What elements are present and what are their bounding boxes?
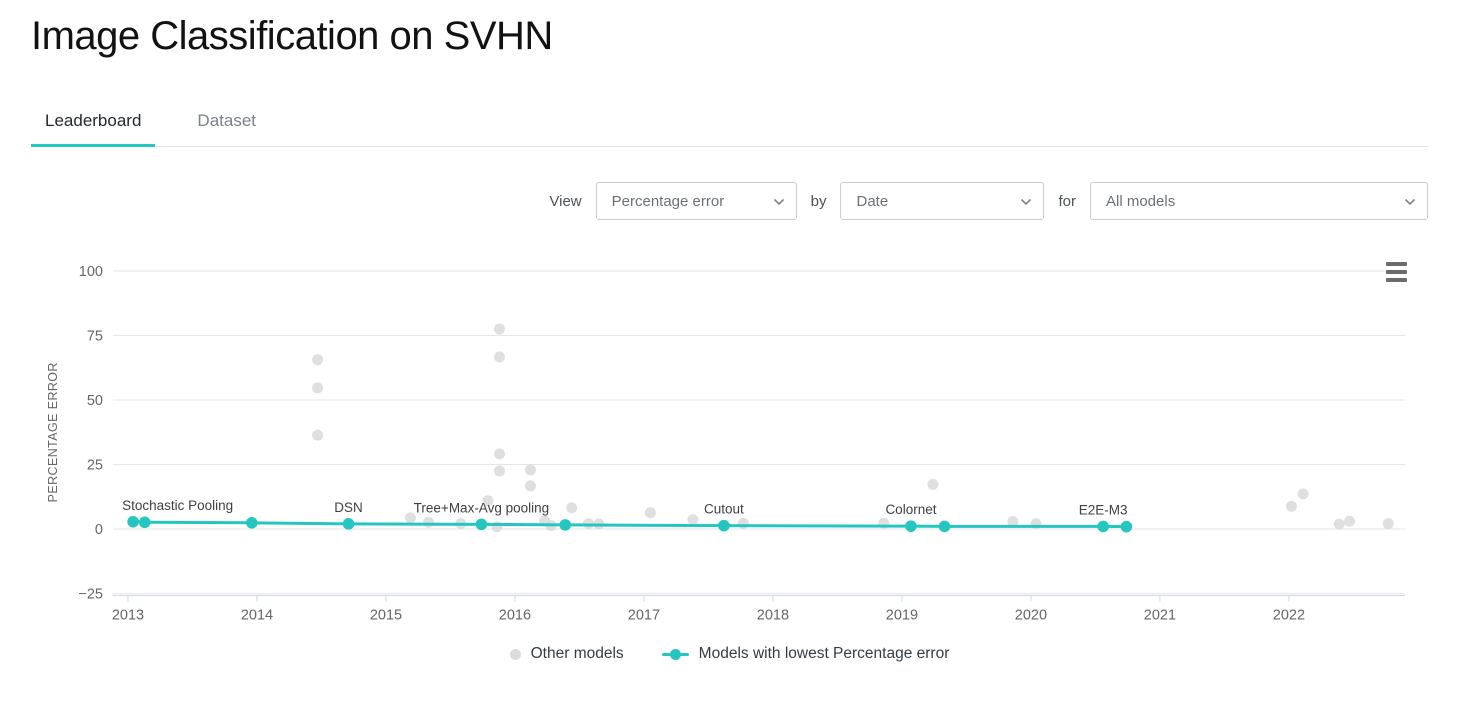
tabs: Leaderboard Dataset — [31, 101, 1428, 147]
lowest-model-point[interactable] — [342, 518, 355, 530]
teal-line-dot-icon — [661, 648, 689, 660]
lowest-error-line — [131, 520, 1128, 529]
other-model-point[interactable] — [1382, 518, 1394, 530]
other-model-point[interactable] — [524, 464, 536, 476]
other-model-point[interactable] — [493, 465, 505, 477]
lowest-model-point[interactable] — [938, 520, 951, 533]
other-model-point[interactable] — [524, 480, 536, 492]
hamburger-icon — [1386, 270, 1407, 274]
x-tick-label: 2017 — [628, 608, 660, 624]
y-tick-label: 100 — [79, 264, 103, 280]
y-tick-label: 0 — [95, 522, 103, 538]
group-by-select[interactable]: Date — [840, 182, 1045, 220]
chevron-down-icon — [1021, 198, 1032, 206]
other-model-point[interactable] — [566, 502, 578, 514]
x-tick-label: 2018 — [757, 608, 789, 624]
other-model-point[interactable] — [1285, 500, 1297, 512]
other-model-point[interactable] — [312, 382, 324, 394]
lowest-model-point[interactable] — [245, 517, 258, 529]
for-label: for — [1058, 192, 1076, 210]
metric-select-value: Percentage error — [611, 192, 725, 210]
x-tick-label: 2013 — [112, 608, 144, 624]
lowest-model-point[interactable] — [475, 518, 488, 531]
other-model-point[interactable] — [312, 354, 324, 366]
lowest-model-point[interactable] — [138, 516, 151, 529]
other-model-point[interactable] — [491, 521, 503, 533]
legend-lowest-error-label: Models with lowest Percentage error — [698, 645, 950, 662]
by-label: by — [810, 192, 827, 210]
x-tick-label: 2021 — [1144, 608, 1176, 624]
other-model-point[interactable] — [423, 516, 435, 528]
other-model-point[interactable] — [644, 507, 656, 519]
hamburger-icon — [1386, 262, 1407, 266]
model-annotation-label: Cutout — [704, 502, 744, 517]
x-tick-label: 2016 — [499, 608, 531, 624]
tab-dataset-label: Dataset — [197, 111, 257, 130]
view-label: View — [549, 192, 582, 210]
other-model-point[interactable] — [1297, 488, 1309, 500]
lowest-model-point[interactable] — [1097, 520, 1109, 533]
page-title: Image Classification on SVHN — [31, 14, 553, 58]
y-tick-label: 75 — [87, 329, 103, 345]
chart-legend: Other models Models with lowest Percenta… — [31, 645, 1428, 681]
model-annotation-label: Stochastic Pooling — [122, 498, 233, 513]
x-tick-label: 2019 — [886, 608, 918, 624]
other-model-point[interactable] — [404, 512, 416, 524]
hamburger-icon — [1386, 278, 1407, 282]
other-model-point[interactable] — [1344, 515, 1356, 527]
other-model-point[interactable] — [493, 351, 505, 363]
y-tick-label: 50 — [87, 393, 103, 409]
chart-controls: View Percentage error by Date for All mo… — [31, 182, 1428, 220]
group-by-select-value: Date — [856, 192, 889, 210]
x-tick-label: 2015 — [370, 608, 402, 624]
other-model-point[interactable] — [1333, 518, 1345, 530]
metric-select[interactable]: Percentage error — [595, 182, 797, 220]
lowest-model-point[interactable] — [127, 515, 139, 528]
tab-leaderboard[interactable]: Leaderboard — [31, 101, 156, 147]
other-model-point[interactable] — [493, 323, 505, 335]
chart-context-menu-button[interactable] — [1385, 261, 1409, 283]
y-axis-title: PERCENTAGE ERROR — [46, 362, 60, 502]
x-tick-label: 2014 — [241, 608, 273, 624]
model-annotation-label: Tree+Max-Avg pooling — [414, 500, 549, 515]
models-select[interactable]: All models — [1090, 182, 1428, 220]
lowest-model-point[interactable] — [718, 519, 730, 532]
page: Image Classification on SVHN Leaderboard… — [0, 14, 1459, 681]
x-tick-label: 2020 — [1015, 608, 1047, 624]
other-model-point[interactable] — [312, 429, 324, 441]
model-annotation-label: E2E-M3 — [1079, 502, 1128, 517]
tab-leaderboard-label: Leaderboard — [45, 111, 142, 130]
other-model-point[interactable] — [687, 514, 699, 526]
legend-lowest-error[interactable]: Models with lowest Percentage error — [661, 645, 950, 663]
other-model-point[interactable] — [482, 495, 494, 507]
tab-dataset[interactable]: Dataset — [183, 101, 270, 146]
legend-other-models-label: Other models — [530, 645, 624, 662]
y-tick-label: −25 — [78, 587, 103, 603]
lowest-model-point[interactable] — [905, 520, 917, 532]
y-tick-label: 25 — [87, 458, 103, 474]
gray-dot-icon — [509, 648, 521, 660]
chart: 100 75 50 25 0 −25 PERCENTAGE ERROR 2013 2014 201… — [0, 247, 1459, 637]
chevron-down-icon — [773, 198, 784, 206]
chevron-down-icon — [1404, 198, 1416, 206]
x-tick-label: 2022 — [1273, 608, 1305, 624]
model-annotation-label: DSN — [334, 500, 363, 515]
other-model-point[interactable] — [493, 448, 505, 460]
model-annotation-label: Colornet — [885, 502, 936, 517]
chart-canvas: 100 75 50 25 0 −25 PERCENTAGE ERROR 2013 2014 201… — [46, 264, 1405, 624]
lowest-model-point[interactable] — [559, 519, 572, 531]
other-model-point[interactable] — [927, 478, 939, 490]
other-model-point[interactable] — [1007, 516, 1019, 528]
models-select-value: All models — [1106, 192, 1176, 210]
legend-other-models[interactable]: Other models — [509, 645, 624, 663]
lowest-model-point[interactable] — [1120, 520, 1133, 533]
